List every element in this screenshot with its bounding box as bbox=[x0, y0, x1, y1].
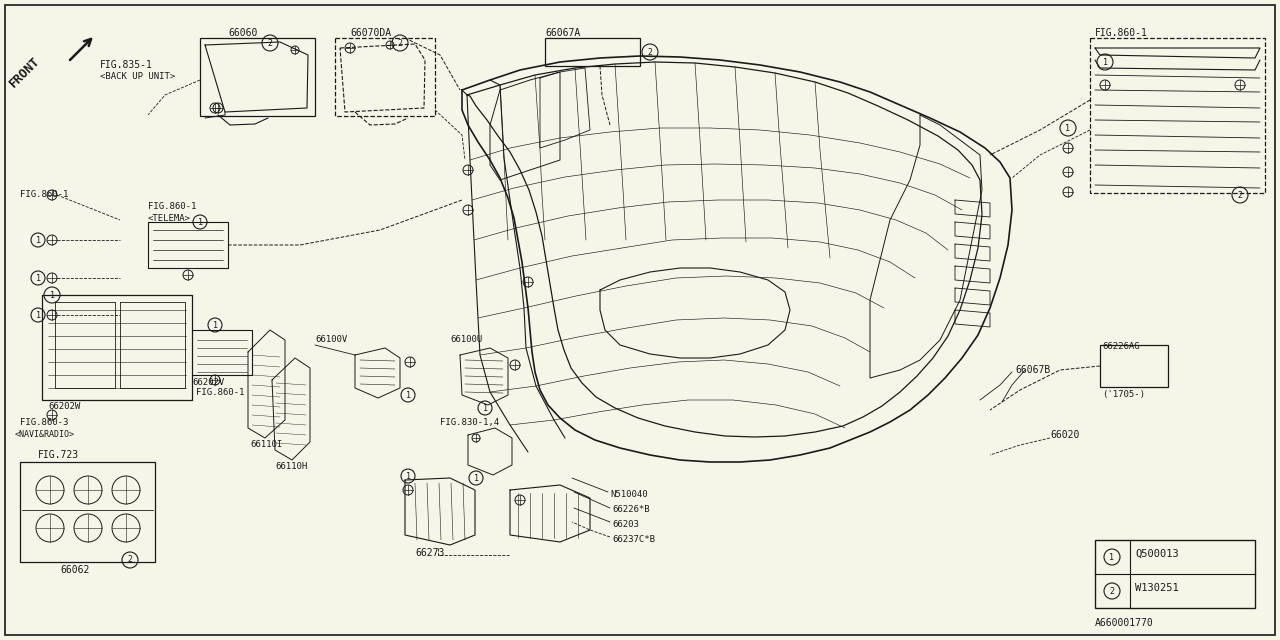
Text: 1: 1 bbox=[1065, 124, 1070, 132]
Text: 66067A: 66067A bbox=[545, 28, 580, 38]
Text: FIG.835-1: FIG.835-1 bbox=[100, 60, 152, 70]
Text: 1: 1 bbox=[1102, 58, 1107, 67]
Text: 2: 2 bbox=[268, 38, 273, 47]
Text: 66020: 66020 bbox=[1050, 430, 1079, 440]
Text: Q500013: Q500013 bbox=[1135, 549, 1179, 559]
Bar bbox=[200, 38, 315, 116]
Bar bbox=[545, 38, 640, 66]
Text: <NAVI&RADIO>: <NAVI&RADIO> bbox=[15, 430, 76, 439]
Text: N510040: N510040 bbox=[611, 490, 648, 499]
Text: 66202V: 66202V bbox=[192, 378, 224, 387]
Text: 1: 1 bbox=[36, 236, 41, 244]
Text: FIG.830-1,4: FIG.830-1,4 bbox=[440, 418, 499, 427]
Text: ('1705-): ('1705-) bbox=[1102, 390, 1146, 399]
Text: 66100V: 66100V bbox=[315, 335, 347, 344]
Text: 1: 1 bbox=[212, 321, 218, 330]
Text: 2: 2 bbox=[1238, 191, 1243, 200]
Bar bbox=[1094, 540, 1254, 608]
Text: 66202W: 66202W bbox=[49, 402, 81, 411]
Text: FRONT: FRONT bbox=[8, 54, 42, 90]
Text: 1: 1 bbox=[406, 390, 411, 399]
Text: 1: 1 bbox=[1110, 552, 1115, 561]
Text: 1: 1 bbox=[406, 472, 411, 481]
Text: FIG.860-1: FIG.860-1 bbox=[196, 388, 244, 397]
Text: 66110H: 66110H bbox=[275, 462, 307, 471]
Text: FIG.723: FIG.723 bbox=[38, 450, 79, 460]
Text: 2: 2 bbox=[648, 47, 653, 56]
Text: 66067B: 66067B bbox=[1015, 365, 1051, 375]
Text: 2: 2 bbox=[1110, 586, 1115, 595]
Text: 66100U: 66100U bbox=[451, 335, 483, 344]
Text: FIG.860-1: FIG.860-1 bbox=[148, 202, 196, 211]
Bar bbox=[335, 38, 435, 116]
Text: 66070DA: 66070DA bbox=[349, 28, 392, 38]
Text: 66110I: 66110I bbox=[250, 440, 283, 449]
Text: A660001770: A660001770 bbox=[1094, 618, 1153, 628]
Text: 66237C*B: 66237C*B bbox=[612, 535, 655, 544]
Text: 66226AG: 66226AG bbox=[1102, 342, 1139, 351]
Text: <TELEMA>: <TELEMA> bbox=[148, 214, 191, 223]
Text: 1: 1 bbox=[36, 273, 41, 282]
Text: 66273: 66273 bbox=[415, 548, 444, 558]
Text: <BACK UP UNIT>: <BACK UP UNIT> bbox=[100, 72, 175, 81]
Text: FIG.860-3: FIG.860-3 bbox=[20, 418, 68, 427]
Text: FIG.860-1: FIG.860-1 bbox=[20, 190, 68, 199]
Text: 1: 1 bbox=[36, 310, 41, 319]
Text: W130251: W130251 bbox=[1135, 583, 1179, 593]
Text: 66203: 66203 bbox=[612, 520, 639, 529]
Bar bbox=[1100, 345, 1169, 387]
Text: 1: 1 bbox=[50, 291, 55, 300]
Text: 2: 2 bbox=[398, 38, 402, 47]
Text: FIG.860-1: FIG.860-1 bbox=[1094, 28, 1148, 38]
Text: 1: 1 bbox=[483, 403, 488, 413]
Bar bbox=[1091, 38, 1265, 193]
Text: 2: 2 bbox=[128, 556, 133, 564]
Text: 1: 1 bbox=[474, 474, 479, 483]
Text: 66060: 66060 bbox=[228, 28, 257, 38]
Text: 66226*B: 66226*B bbox=[612, 505, 650, 514]
Text: 1: 1 bbox=[197, 218, 202, 227]
Text: 66062: 66062 bbox=[60, 565, 90, 575]
